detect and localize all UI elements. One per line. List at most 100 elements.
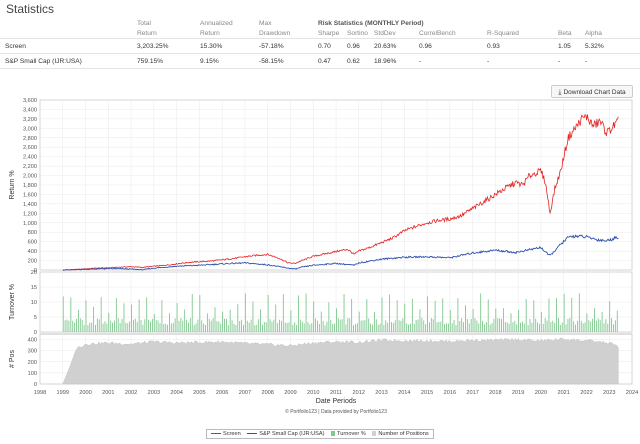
turnover-bar (616, 310, 618, 332)
turnover-bar (125, 322, 127, 332)
legend-item-benchmark[interactable]: S&P Small Cap (IJR:USA) (247, 430, 324, 438)
turnover-bar (343, 293, 345, 332)
x-tick-label: 2002 (125, 390, 137, 396)
turnover-bar (150, 321, 151, 332)
x-tick-label: 2023 (603, 390, 615, 396)
turnover-bar (222, 311, 224, 332)
turnover-bar (381, 297, 383, 332)
turnover-bar (518, 309, 520, 332)
turnover-bar (548, 298, 550, 332)
cell-sortino: 0.96 (347, 38, 374, 54)
turnover-bar (131, 304, 132, 332)
turnover-bar (311, 323, 313, 332)
turnover-bar (76, 318, 77, 332)
turnover-bar (77, 309, 79, 332)
turnover-bar (358, 311, 360, 332)
turnover-bar (151, 318, 153, 332)
download-icon: ⤓ (558, 89, 562, 96)
series-line-screen (62, 114, 619, 271)
turnover-bar (178, 320, 180, 332)
turnover-bar (383, 325, 385, 332)
turnover-bar (415, 320, 417, 332)
x-tick-label: 2010 (307, 390, 319, 396)
turnover-bar (366, 299, 368, 332)
turnover-bar (482, 320, 483, 332)
cell-stddev: 20.63% (374, 38, 419, 54)
turnover-bar (360, 320, 362, 332)
turnover-bar (98, 319, 100, 332)
turnover-bar (170, 323, 172, 332)
header-sharpe: Sharpe (318, 29, 340, 37)
x-tick-label: 2012 (353, 390, 365, 396)
turnover-bar (417, 319, 419, 332)
cell-total-return: 3,203.25% (137, 38, 200, 54)
y-tick-label: 300 (28, 349, 37, 355)
turnover-bar (364, 319, 366, 332)
turnover-bar (191, 293, 193, 332)
turnover-bar (157, 320, 159, 332)
header-risk-statistics: Risk Statistics (MONTHLY Period) (318, 19, 424, 27)
header-correlbench: CorrelBench (419, 29, 456, 37)
turnover-bar (571, 297, 573, 332)
cell-alpha: 5.32% (585, 38, 640, 54)
turnover-bar (288, 322, 290, 332)
turnover-bar (62, 296, 64, 332)
turnover-bar (197, 319, 199, 332)
positions-area (62, 337, 619, 385)
turnover-bar (567, 319, 569, 332)
y-tick-label: 600 (28, 240, 37, 246)
turnover-bar (108, 312, 110, 332)
y-tick-label: 2,400 (23, 155, 37, 161)
turnover-bar (499, 318, 501, 332)
header-alpha: Alpha (585, 29, 602, 37)
x-tick-label: 2024 (626, 390, 638, 396)
turnover-bar (233, 323, 235, 332)
legend-item-positions[interactable]: Number of Positions (372, 430, 429, 438)
x-tick-label: 2018 (489, 390, 501, 396)
legend-item-screen[interactable]: Screen (211, 430, 241, 438)
turnover-bar (180, 317, 182, 332)
turnover-bar (282, 294, 284, 332)
turnover-bar (373, 311, 375, 332)
turnover-bar (370, 323, 372, 332)
turnover-bar (169, 313, 170, 332)
cell-annualized: 15.30% (200, 38, 259, 54)
turnover-bar (525, 299, 527, 332)
download-chart-data-button[interactable]: ⤓ Download Chart Data (551, 85, 633, 98)
legend-item-turnover[interactable]: Turnover % (331, 430, 366, 438)
turnover-bar (385, 320, 387, 332)
turnover-bar (531, 322, 533, 332)
turnover-bar (576, 320, 578, 332)
turnover-bar (167, 324, 169, 332)
turnover-bar (318, 323, 320, 332)
turnover-bar (521, 321, 523, 332)
y-tick-label: 1,000 (23, 221, 37, 227)
turnover-bar (79, 318, 81, 332)
y-tick-label: 100 (28, 371, 37, 377)
turnover-bar (428, 322, 430, 332)
turnover-bar (155, 320, 157, 332)
turnover-bar (396, 300, 398, 332)
x-tick-label: 2017 (466, 390, 478, 396)
y-tick-label: 20 (31, 270, 37, 276)
turnover-bar (89, 322, 91, 332)
y-tick-label: 0 (34, 330, 37, 336)
x-tick-label: 2004 (170, 390, 182, 396)
turnover-bar (294, 322, 296, 332)
y-tick-label: 400 (28, 338, 37, 344)
turnover-bar (159, 323, 161, 332)
turnover-bar (123, 303, 125, 332)
turnover-bar (239, 321, 241, 332)
turnover-bar (273, 319, 275, 332)
turnover-bar (432, 319, 434, 332)
turnover-bar (246, 320, 248, 332)
y-tick-label: 200 (28, 360, 37, 366)
turnover-bar (142, 324, 144, 332)
turnover-bar (241, 319, 243, 332)
turnover-bar (539, 323, 540, 332)
cell-sharpe: 0.47 (318, 53, 347, 69)
turnover-bar (559, 324, 561, 332)
turnover-bar (96, 318, 98, 332)
turnover-bar (138, 299, 140, 332)
turnover-bar (315, 318, 317, 332)
